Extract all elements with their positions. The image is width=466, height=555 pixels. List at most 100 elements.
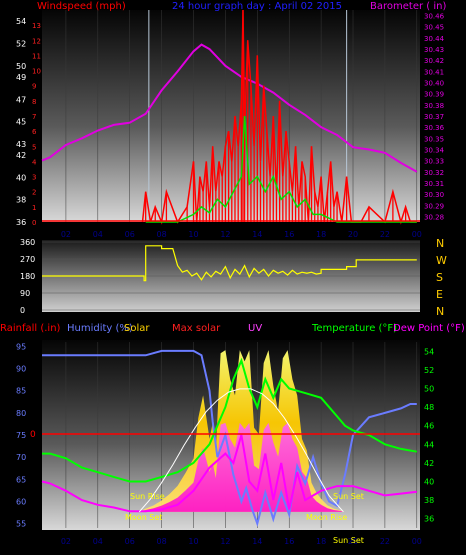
- panel1-series: [41, 9, 420, 225]
- panel3-series: [41, 349, 417, 527]
- sun-set-bottom-label: Sun Set: [333, 536, 364, 545]
- hour-tick-label: 12: [220, 230, 230, 239]
- legend-max-solar: Max solar: [172, 323, 221, 334]
- temperature-tick-label: 50: [424, 385, 434, 394]
- compass-s: S: [436, 271, 443, 284]
- hour-tick-label: 06: [125, 230, 135, 239]
- direction-tick-label: 360: [20, 238, 35, 247]
- barometer-tick-label: 30.40: [424, 80, 444, 88]
- legend-dew-point: Dew Point (°F): [393, 323, 465, 334]
- moon-rise-label: Moon Rise: [306, 513, 347, 522]
- graph-title: 24 hour graph day : April 02 2015: [172, 1, 342, 12]
- inner-tick-label: 8: [32, 98, 36, 106]
- windspeed-tick-label: 45: [16, 118, 26, 127]
- barometer-tick-label: 30.45: [424, 24, 444, 32]
- humidity-tick-label: 80: [16, 409, 26, 418]
- barometer-tick-label: 30.28: [424, 213, 444, 221]
- inner-tick-label: 7: [32, 113, 36, 121]
- temperature-tick-label: 54: [424, 347, 434, 356]
- compass-n-bottom: N: [436, 305, 444, 318]
- direction-tick-label: 0: [20, 306, 25, 315]
- inner-tick-label: 2: [32, 189, 36, 197]
- hour-tick-label: 20: [348, 230, 358, 239]
- inner-tick-label: 0: [32, 219, 36, 227]
- inner-tick-label: 1: [32, 204, 36, 212]
- barometer-tick-label: 30.44: [424, 35, 445, 43]
- windspeed-tick-label: 42: [16, 151, 26, 160]
- hour-tick-label: 14: [252, 230, 262, 239]
- series-gust: [145, 115, 417, 223]
- hour-tick-label: 08: [157, 537, 167, 546]
- compass-letters: N W S E N: [436, 237, 447, 318]
- hour-tick-label: 00: [412, 537, 422, 546]
- barometer-tick-label: 30.46: [424, 13, 445, 21]
- barometer-tick-label: 30.31: [424, 180, 444, 188]
- barometer-tick-label: 30.38: [424, 102, 444, 110]
- windspeed-tick-label: 52: [16, 39, 26, 48]
- hour-tick-label: 22: [380, 537, 390, 546]
- humidity-tick-label: 75: [16, 431, 26, 440]
- wind-direction-panel: 360 270 180 90 0 N W S E N: [20, 237, 447, 318]
- temperature-tick-label: 52: [424, 366, 434, 375]
- legend-solar: Solar: [124, 323, 150, 334]
- barometer-tick-label: 30.36: [424, 124, 445, 132]
- hour-tick-label: 20: [348, 537, 358, 546]
- humidity-axis-ticks: 55 60 65 70 75 80 85 90 95: [16, 342, 26, 528]
- direction-tick-label: 270: [20, 255, 35, 264]
- inner-tick-label: 9: [32, 83, 36, 91]
- hour-tick-label: 08: [157, 230, 167, 239]
- hour-tick-label: 18: [316, 537, 326, 546]
- hour-tick-label: 18: [316, 230, 326, 239]
- hour-tick-label: 16: [284, 537, 294, 546]
- barometer-tick-label: 30.29: [424, 202, 444, 210]
- humidity-tick-label: 70: [16, 453, 26, 462]
- windspeed-tick-label: 36: [16, 218, 26, 227]
- hour-tick-label: 12: [220, 537, 230, 546]
- barometer-tick-label: 30.32: [424, 169, 444, 177]
- hour-tick-label: 02: [61, 230, 71, 239]
- panel1-background: [42, 10, 420, 222]
- compass-e: E: [436, 288, 443, 301]
- inner-tick-label: 6: [32, 128, 37, 136]
- barometer-tick-label: 30.37: [424, 113, 444, 121]
- temperature-tick-label: 38: [424, 496, 434, 505]
- hour-tick-label: 22: [380, 230, 390, 239]
- windspeed-tick-label: 47: [16, 95, 26, 104]
- temperature-tick-label: 46: [424, 422, 434, 431]
- humidity-tick-label: 60: [16, 497, 26, 506]
- series-windspeed: [141, 9, 417, 225]
- direction-tick-label: 180: [20, 272, 35, 281]
- barometer-tick-label: 30.34: [424, 146, 445, 154]
- series-barometer: [41, 43, 418, 173]
- windspeed-label: Windspeed (mph): [37, 1, 126, 12]
- windspeed-tick-label: 49: [16, 73, 26, 82]
- humidity-tick-label: 85: [16, 387, 26, 396]
- barometer-tick-label: 30.30: [424, 191, 444, 199]
- series-max-solar: [138, 388, 344, 513]
- panel1-hour-ticks: 02 04 06 08 10 12 14 16 18 20 22 00: [61, 230, 422, 239]
- temperature-tick-label: 42: [424, 459, 434, 468]
- windspeed-tick-label: 43: [16, 140, 26, 149]
- direction-axis-ticks: 360 270 180 90 0: [20, 238, 35, 315]
- windspeed-tick-label: 40: [16, 173, 26, 182]
- panel1-gridlines: [65, 10, 418, 222]
- inner-tick-label: 3: [32, 174, 36, 182]
- series-humidity: [42, 349, 417, 527]
- inner-tick-label: 13: [32, 22, 41, 30]
- hour-tick-label: 04: [93, 230, 103, 239]
- windspeed-tick-label: 54: [16, 17, 26, 26]
- sun-rise-label: Sun Rise: [130, 492, 165, 501]
- hour-tick-label: 04: [93, 537, 103, 546]
- sun-set-label: Sun Set: [333, 492, 364, 501]
- temperature-tick-label: 44: [424, 440, 434, 449]
- moon-set-label: Moon Set: [125, 513, 162, 522]
- hour-tick-label: 10: [188, 230, 198, 239]
- rainfall-value: 0: [30, 430, 36, 440]
- panel2-series: [42, 245, 417, 282]
- inner-tick-label: 10: [32, 68, 41, 76]
- windspeed-tick-label: 50: [16, 62, 26, 71]
- hour-tick-label: 10: [188, 537, 198, 546]
